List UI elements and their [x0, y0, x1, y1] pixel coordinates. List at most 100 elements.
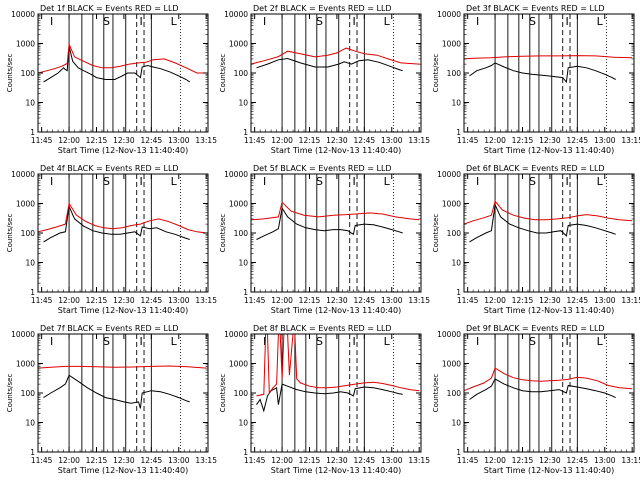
y-axis-label: Counts/sec	[6, 54, 14, 93]
y-tick-label: 1000	[442, 40, 461, 49]
x-tick-label: 12:45	[567, 296, 589, 305]
x-tick-label: 13:00	[168, 136, 190, 145]
interval-marker: I	[353, 175, 356, 188]
x-axis-label: Start Time (12-Nov-13 11:40:40)	[484, 306, 614, 315]
x-tick-label: 12:30	[326, 296, 348, 305]
y-tick-label: 10	[451, 419, 461, 428]
x-tick-label: 12:15	[299, 296, 321, 305]
x-tick-label: 12:15	[86, 296, 108, 305]
x-tick-label: 13:15	[195, 296, 217, 305]
y-axis-label: Counts/sec	[6, 214, 14, 253]
panel-title: Det 9f BLACK = Events RED = LLD	[466, 324, 605, 333]
x-tick-label: 12:45	[354, 456, 376, 465]
y-tick-label: 1000	[229, 40, 248, 49]
x-tick-label: 13:00	[168, 456, 190, 465]
x-tick-label: 12:00	[484, 296, 506, 305]
x-axis-label: Start Time (12-Nov-13 11:40:40)	[484, 146, 614, 155]
interval-marker: I	[50, 175, 53, 188]
interval-marker: I	[566, 335, 569, 348]
detector-panel-9: Det 9f BLACK = Events RED = LLD I S I L 1 10 10…	[432, 324, 640, 475]
x-tick-label: 13:00	[594, 136, 616, 145]
interval-marker: I	[50, 335, 53, 348]
x-tick-label: 12:00	[58, 456, 80, 465]
y-tick-label: 1	[456, 448, 461, 457]
x-tick-label: 12:45	[141, 456, 163, 465]
y-tick-label: 1000	[16, 200, 35, 209]
x-tick-label: 12:45	[354, 296, 376, 305]
x-axis-label: Start Time (12-Nov-13 11:40:40)	[58, 466, 188, 475]
y-tick-label: 1	[30, 448, 35, 457]
x-tick-label: 13:00	[381, 456, 403, 465]
x-tick-label: 12:00	[271, 136, 293, 145]
panel-title: Det 4f BLACK = Events RED = LLD	[40, 164, 179, 173]
x-tick-label: 11:45	[457, 456, 479, 465]
events-series-line	[43, 204, 190, 243]
y-tick-label: 10000	[224, 170, 248, 179]
x-tick-label: 12:30	[539, 136, 561, 145]
x-tick-label: 12:15	[86, 136, 108, 145]
y-tick-label: 10	[25, 419, 35, 428]
interval-marker: I	[140, 175, 143, 188]
y-tick-label: 100	[21, 389, 36, 398]
events-series-line	[256, 206, 403, 240]
y-tick-label: 1000	[229, 200, 248, 209]
events-series-line	[256, 57, 403, 72]
x-tick-label: 11:45	[244, 136, 266, 145]
x-tick-label: 13:15	[621, 296, 640, 305]
y-tick-label: 10	[25, 259, 35, 268]
y-axis-label: Counts/sec	[219, 374, 227, 413]
lld-series-line	[463, 367, 633, 392]
x-tick-label: 12:00	[271, 456, 293, 465]
x-tick-label: 13:00	[381, 136, 403, 145]
y-axis-label: Counts/sec	[219, 214, 227, 253]
y-tick-label: 1	[243, 128, 248, 137]
x-tick-label: 12:45	[354, 136, 376, 145]
x-tick-label: 12:00	[58, 136, 80, 145]
interval-marker: I	[140, 15, 143, 28]
interval-marker: I	[566, 15, 569, 28]
y-tick-label: 1000	[16, 360, 35, 369]
x-tick-label: 12:00	[58, 296, 80, 305]
x-axis-label: Start Time (12-Nov-13 11:40:40)	[58, 146, 188, 155]
interval-marker: L	[384, 175, 391, 188]
interval-marker: S	[316, 335, 323, 348]
y-tick-label: 100	[447, 389, 462, 398]
x-tick-label: 12:15	[512, 136, 534, 145]
interval-marker: I	[263, 335, 266, 348]
y-tick-label: 10000	[437, 10, 461, 19]
y-tick-label: 1	[456, 288, 461, 297]
panel-title: Det 8f BLACK = Events RED = LLD	[253, 324, 392, 333]
y-tick-label: 1000	[16, 40, 35, 49]
x-tick-label: 11:45	[244, 456, 266, 465]
events-series-line	[469, 62, 616, 84]
interval-marker: L	[597, 335, 604, 348]
x-tick-label: 12:45	[567, 456, 589, 465]
x-tick-label: 11:45	[31, 136, 53, 145]
detector-panel-8: Det 8f BLACK = Events RED = LLD I S I L 1 10 10…	[219, 324, 430, 475]
interval-marker: L	[171, 175, 178, 188]
x-tick-label: 13:15	[408, 456, 430, 465]
y-tick-label: 1	[456, 128, 461, 137]
panel-title: Det 7f BLACK = Events RED = LLD	[40, 324, 179, 333]
x-tick-label: 13:15	[621, 136, 640, 145]
y-tick-label: 1000	[229, 360, 248, 369]
interval-marker: I	[50, 15, 53, 28]
events-series-line	[469, 378, 616, 400]
x-tick-label: 13:15	[195, 136, 217, 145]
y-tick-label: 10000	[224, 10, 248, 19]
interval-marker: I	[140, 335, 143, 348]
x-tick-label: 13:15	[408, 296, 430, 305]
y-tick-label: 10000	[437, 170, 461, 179]
x-tick-label: 12:30	[326, 136, 348, 145]
x-tick-label: 12:00	[484, 456, 506, 465]
y-tick-label: 10	[451, 99, 461, 108]
x-tick-label: 12:15	[299, 136, 321, 145]
x-tick-label: 12:15	[299, 456, 321, 465]
panel-title: Det 5f BLACK = Events RED = LLD	[253, 164, 392, 173]
y-tick-label: 100	[21, 229, 36, 238]
panel-title: Det 6f BLACK = Events RED = LLD	[466, 164, 605, 173]
y-axis-label: Counts/sec	[219, 54, 227, 93]
y-tick-label: 100	[234, 229, 249, 238]
panel-title: Det 1f BLACK = Events RED = LLD	[40, 4, 179, 13]
